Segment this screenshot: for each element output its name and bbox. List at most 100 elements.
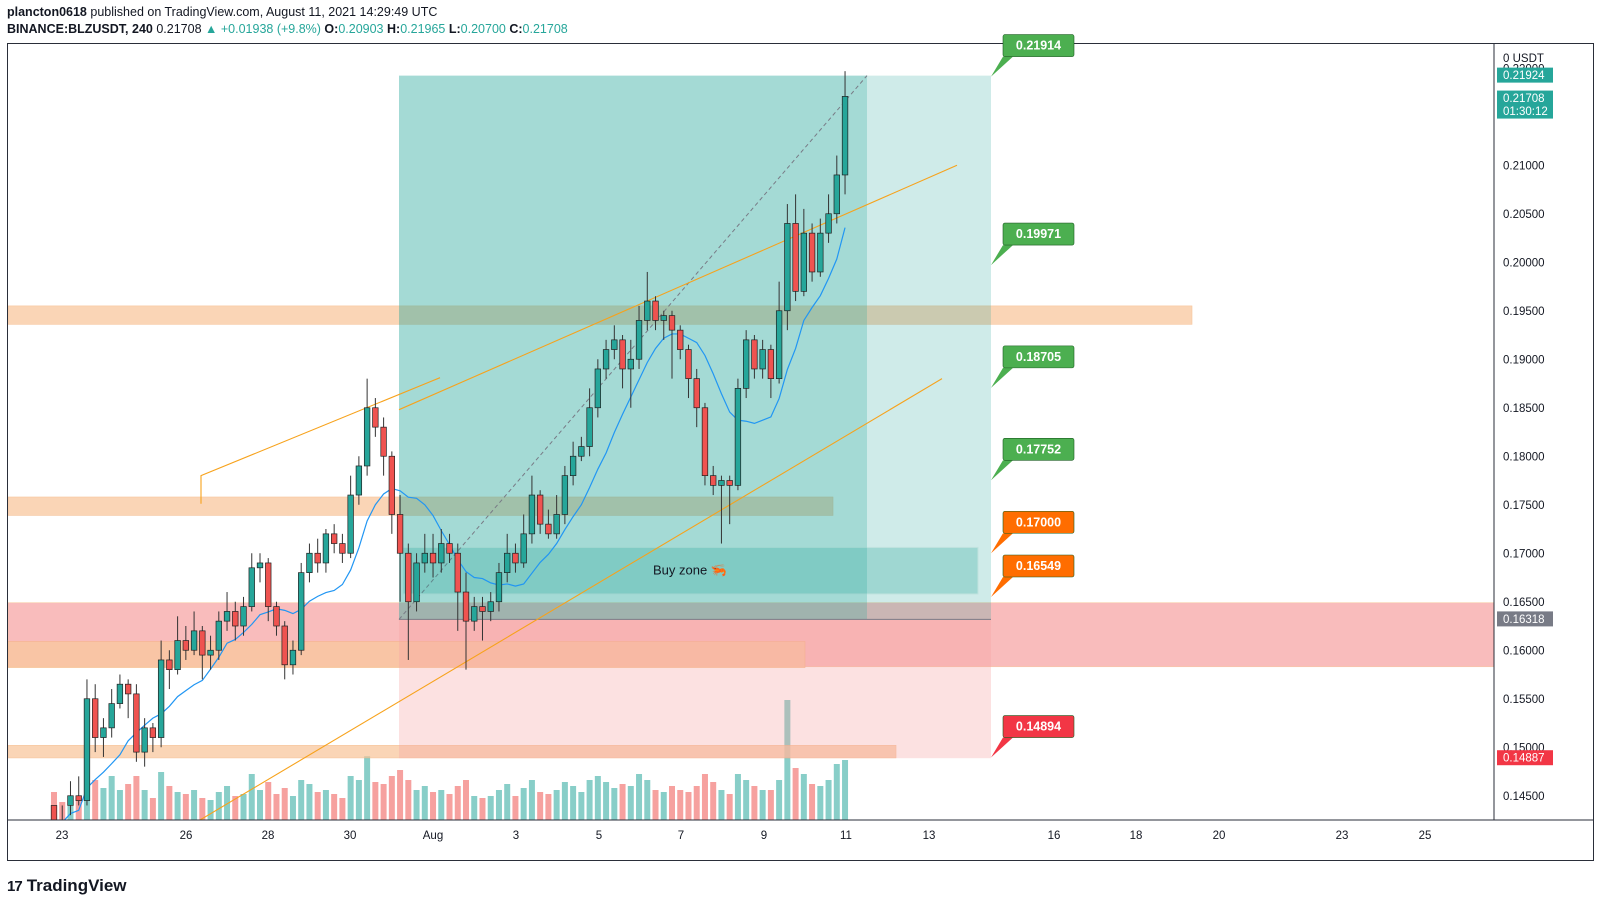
candle-body (347, 494, 354, 554)
sr-zone (8, 305, 1193, 325)
volume-bar (248, 774, 255, 820)
sr-zone (8, 641, 806, 669)
candle-body (817, 232, 824, 273)
volume-bar (182, 794, 189, 820)
target-label: 0.14894 (1016, 720, 1061, 734)
candle-body (223, 611, 231, 622)
target-flag (1002, 715, 1075, 738)
candle-body (298, 572, 305, 651)
candle-body (718, 480, 725, 486)
volume-bar (339, 798, 346, 820)
tradingview-logo[interactable]: 17 TradingView (7, 876, 127, 896)
candle-body (421, 552, 428, 564)
volume-bar (116, 790, 123, 820)
volume-bar (364, 756, 371, 820)
volume-bar (289, 796, 296, 820)
symbol-legend: BINANCE:BLZUSDT, 240 0.21708 ▲ +0.01938 … (7, 22, 568, 36)
candle-body (133, 693, 140, 753)
price-tick-label: 0.15500 (1503, 694, 1545, 706)
volume-bar (677, 790, 684, 820)
tradingview-logo-icon: 17 (7, 877, 23, 895)
candle-body (726, 480, 733, 486)
volume-bar (421, 786, 428, 820)
candle-body (248, 567, 255, 607)
candle-body (569, 455, 577, 476)
price-chart[interactable]: Buy zone 🦐 0.21914 0.19971 0.18705 0.17752 0.… (0, 0, 1601, 870)
time-tick-label: 30 (344, 830, 357, 842)
volume-bar (314, 792, 321, 820)
volume-bar (174, 792, 181, 820)
countdown-label: 01:30:12 (1503, 106, 1548, 118)
volume-bar (347, 776, 354, 820)
candle-body (734, 388, 742, 486)
price-tick-label: 0.19500 (1503, 306, 1545, 318)
volume-bar (685, 792, 692, 820)
volume-bar (141, 790, 148, 820)
volume-bar (817, 786, 824, 820)
time-tick-label: 5 (596, 830, 602, 842)
volume-bar (430, 792, 437, 820)
target-pointer (991, 367, 1013, 388)
author-name[interactable]: plancton0618 (7, 5, 87, 19)
candle-body (784, 223, 791, 312)
volume-bar (842, 760, 849, 820)
candle-body (759, 349, 766, 370)
high-label: H: (386, 22, 401, 36)
chart-frame[interactable] (7, 43, 1594, 861)
close-value: 0.21708 (522, 22, 568, 36)
candle-body (429, 552, 437, 564)
volume-bar (553, 790, 560, 820)
candle-body (141, 727, 148, 753)
volume-bar (767, 790, 774, 820)
volume-bar (652, 790, 659, 820)
target-pointer (991, 737, 1013, 758)
price-tick-label: 0.20500 (1503, 209, 1545, 221)
volume-bar (273, 794, 280, 820)
time-tick-label: 28 (262, 830, 275, 842)
candle-body (808, 232, 816, 273)
price-axis-badge (1497, 90, 1553, 119)
price-tick-label: 0.18000 (1503, 451, 1545, 463)
candle-body (462, 591, 470, 622)
candle-body (116, 683, 124, 704)
candle-body (594, 368, 601, 409)
candle-body (792, 223, 799, 292)
candle-body (685, 349, 692, 379)
price-change: ▲ +0.01938 (+9.8%) (205, 22, 321, 36)
candle-body (67, 795, 74, 806)
price-badge-label: 0.14887 (1503, 753, 1545, 765)
price-tick-label: 0.19000 (1503, 354, 1545, 366)
price-axis-badge (1497, 611, 1553, 627)
volume-bar (108, 776, 115, 820)
candle-body (355, 465, 363, 496)
volume-bar (463, 780, 469, 820)
volume-bar (636, 774, 643, 820)
plot-area (8, 71, 1494, 820)
volume-bar (92, 780, 99, 820)
volume-bar (619, 784, 626, 820)
volume-bar (800, 774, 807, 820)
buy-zone-label: Buy zone 🦐 (653, 563, 727, 578)
time-tick-label: 26 (180, 830, 193, 842)
volume-bar (594, 776, 601, 820)
open-value: 0.20903 (338, 22, 384, 36)
low-label: L: (448, 22, 461, 36)
candle-body (512, 552, 519, 564)
volume-bar (281, 788, 288, 820)
volume-bar (397, 770, 404, 820)
candle-body (215, 620, 222, 651)
volume-bar (487, 796, 494, 820)
time-tick-label: 7 (678, 830, 684, 842)
candle-body (182, 640, 189, 651)
candle-body (644, 300, 651, 321)
target-label: 0.21914 (1016, 39, 1061, 53)
candle-body (743, 339, 750, 389)
candle-body (545, 523, 552, 535)
volume-bar (743, 780, 750, 820)
time-tick-label: 23 (1336, 830, 1349, 842)
volume-bar (537, 792, 544, 820)
close-label: C: (509, 22, 523, 36)
volume-bar (495, 790, 502, 820)
candle-body (520, 533, 527, 564)
volume-bar (149, 798, 156, 820)
